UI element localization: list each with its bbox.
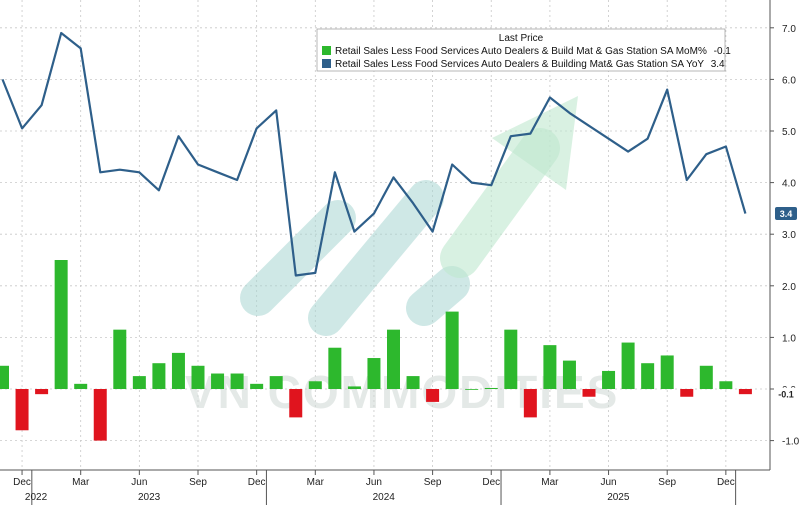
y-tick-label: 7.0 — [782, 24, 796, 35]
x-tick-label: Dec — [248, 477, 266, 488]
bar-mom — [328, 347, 342, 389]
bar-mom — [699, 365, 713, 389]
year-label: 2022 — [25, 492, 48, 503]
bar-mom — [465, 389, 479, 390]
bar-mom — [308, 381, 322, 389]
legend: Last Price Retail Sales Less Food Servic… — [316, 28, 731, 72]
last-value-badge-bg — [775, 387, 797, 401]
bar-mom — [484, 387, 498, 389]
last-value-badges: 3.4 -0.1 — [775, 207, 797, 401]
bar-mom — [602, 370, 616, 389]
bar-mom — [504, 329, 518, 389]
year-label: 2023 — [138, 492, 161, 503]
x-tick-label: Sep — [424, 477, 442, 488]
bar-mom — [660, 355, 674, 389]
year-label: 2025 — [607, 492, 630, 503]
bar-mom — [680, 389, 694, 397]
year-label: 2024 — [373, 492, 396, 503]
bar-mom — [289, 389, 303, 418]
bar-mom — [54, 260, 68, 389]
bar-mom — [367, 358, 381, 389]
legend-box — [316, 28, 726, 72]
bar-mom — [152, 363, 166, 389]
bar-series — [0, 260, 752, 441]
last-value-badge: -0.1 — [778, 390, 794, 400]
y-tick-label: 1.0 — [782, 333, 796, 344]
bar-mom — [15, 389, 29, 431]
legend-swatch-yoy — [322, 59, 331, 68]
bar-mom — [0, 365, 9, 389]
bar-mom — [543, 345, 557, 389]
x-tick-label: Jun — [600, 477, 616, 488]
bar-mom — [641, 363, 655, 389]
line-series — [1, 31, 747, 277]
bar-mom — [35, 389, 49, 395]
bar-mom — [426, 389, 440, 402]
y-tick-label: 5.0 — [782, 127, 796, 138]
bar-mom — [523, 389, 537, 418]
x-tick-label: Jun — [366, 477, 382, 488]
x-tick-label: Mar — [307, 477, 325, 488]
bar-mom — [93, 389, 107, 441]
y-tick-label: 4.0 — [782, 179, 796, 190]
bar-mom — [269, 376, 283, 389]
legend-last-mom: -0.1 — [714, 46, 732, 57]
y-tick-label: -1.0 — [782, 437, 800, 448]
bar-mom — [74, 383, 88, 389]
last-value-badge: 3.4 — [780, 209, 793, 219]
legend-swatch-mom — [322, 46, 331, 55]
bar-mom — [211, 373, 225, 389]
y-tick-label: 3.0 — [782, 230, 796, 241]
line-yoy — [1, 31, 747, 277]
bar-mom — [347, 386, 361, 389]
legend-title: Last Price — [499, 33, 544, 44]
x-tick-label: Dec — [717, 477, 735, 488]
bar-mom — [387, 329, 400, 389]
bar-mom — [113, 329, 127, 389]
bar-mom — [738, 389, 752, 395]
watermark-logo-icon — [240, 96, 578, 336]
bar-mom — [582, 389, 596, 397]
legend-last-yoy: 3.4 — [711, 59, 725, 70]
bar-mom — [132, 376, 146, 389]
bar-mom — [719, 381, 733, 389]
last-value-badge-bg — [775, 207, 797, 221]
bar-mom — [445, 311, 459, 389]
x-tick-label: Jun — [131, 477, 147, 488]
bar-mom — [230, 373, 244, 389]
x-tick-label: Dec — [13, 477, 31, 488]
y-tick-label: 2.0 — [782, 282, 796, 293]
x-tick-label: Sep — [658, 477, 676, 488]
bar-mom — [406, 376, 420, 389]
bar-mom — [250, 383, 264, 389]
x-tick-label: Sep — [189, 477, 207, 488]
bar-mom — [191, 365, 205, 389]
y-tick-label: 6.0 — [782, 75, 796, 86]
legend-item-mom: Retail Sales Less Food Services Auto Dea… — [335, 46, 731, 57]
legend-label-mom: Retail Sales Less Food Services Auto Dea… — [335, 46, 707, 57]
x-tick-label: Mar — [541, 477, 559, 488]
bar-mom — [171, 352, 185, 389]
bar-mom — [621, 342, 635, 389]
x-tick-label: Dec — [482, 477, 500, 488]
legend-label-yoy: Retail Sales Less Food Services Auto Dea… — [335, 59, 704, 70]
legend-item-yoy: Retail Sales Less Food Services Auto Dea… — [335, 59, 725, 70]
x-tick-label: Mar — [72, 477, 90, 488]
bar-mom — [562, 360, 576, 389]
